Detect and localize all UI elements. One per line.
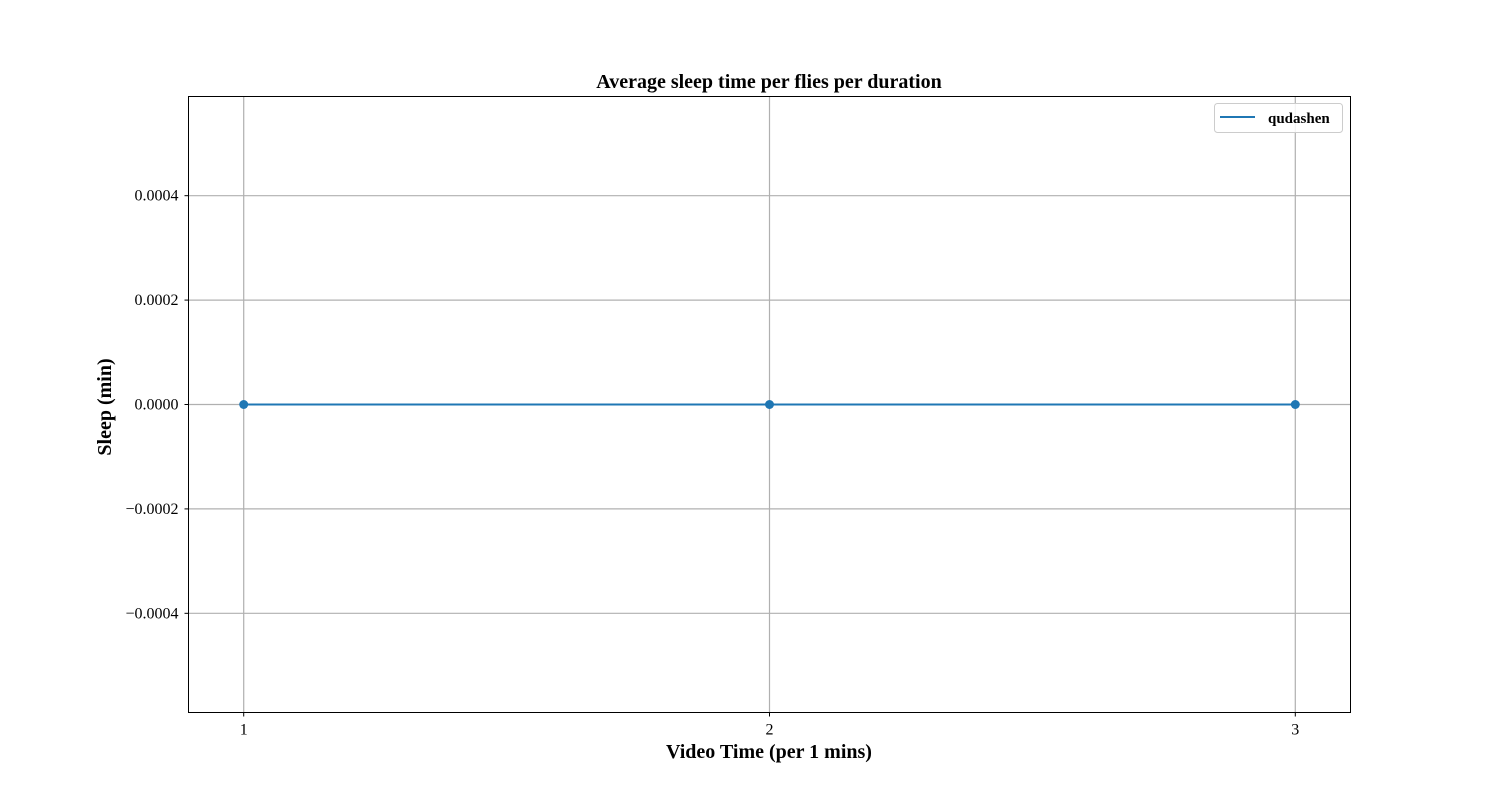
legend-box xyxy=(1214,103,1343,133)
series-layer xyxy=(239,400,1300,409)
y-tick-label: 0.0002 xyxy=(135,292,179,309)
legend-label-qudashen: qudashen xyxy=(1268,111,1330,127)
y-tick-label: 0.0004 xyxy=(135,188,179,205)
y-axis-ticks: −0.0004 −0.0002 0.0000 0.0002 0.0004 xyxy=(125,188,189,622)
legend: qudashen xyxy=(1214,103,1343,133)
x-axis-ticks: 1 2 3 xyxy=(240,712,1299,739)
data-point xyxy=(239,400,249,409)
x-axis-label: Video Time (per 1 mins) xyxy=(666,741,872,763)
chart-title: Average sleep time per flies per duratio… xyxy=(596,71,942,93)
y-tick-label: 0.0000 xyxy=(135,397,179,414)
y-tick-label: −0.0002 xyxy=(125,501,178,518)
x-tick-label: 1 xyxy=(240,722,248,739)
data-point xyxy=(1290,400,1300,409)
data-point xyxy=(765,400,774,409)
x-tick-label: 3 xyxy=(1291,722,1299,739)
y-axis-label: Sleep (min) xyxy=(94,358,116,455)
y-tick-label: −0.0004 xyxy=(125,605,178,622)
x-tick-label: 2 xyxy=(766,722,774,739)
